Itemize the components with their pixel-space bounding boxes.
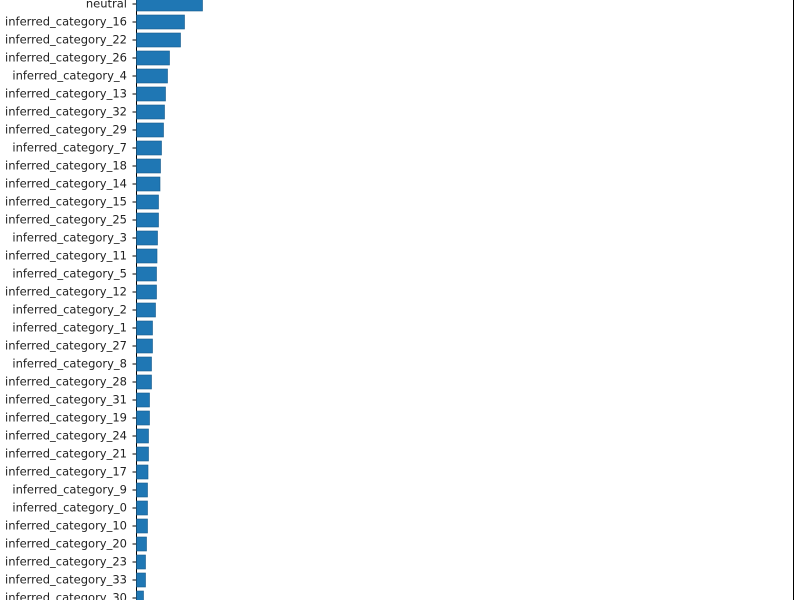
bar xyxy=(136,518,148,534)
y-tick-label: inferred_category_2 xyxy=(12,303,127,317)
y-tick-label: inferred_category_27 xyxy=(5,339,127,353)
bar xyxy=(136,230,158,246)
bar xyxy=(136,0,203,12)
y-tick-label: inferred_category_20 xyxy=(5,537,127,551)
bar xyxy=(136,194,159,210)
y-tick-label: inferred_category_11 xyxy=(5,249,127,263)
bar xyxy=(136,338,153,354)
bar xyxy=(136,572,146,588)
bar xyxy=(136,266,157,282)
y-tick-label: inferred_category_30 xyxy=(5,591,127,600)
bar xyxy=(136,536,147,552)
bar xyxy=(136,464,149,480)
y-tick-label: inferred_category_25 xyxy=(5,213,127,227)
y-tick-label: inferred_category_31 xyxy=(5,393,127,407)
y-tick-label: inferred_category_17 xyxy=(5,465,127,479)
bar xyxy=(136,14,185,30)
bar xyxy=(136,212,159,228)
bar xyxy=(136,500,148,516)
bar xyxy=(136,428,149,444)
bar xyxy=(136,374,152,390)
y-tick-label: inferred_category_32 xyxy=(5,105,127,119)
y-tick-label: inferred_category_13 xyxy=(5,87,127,101)
bar xyxy=(136,392,150,408)
y-tick-label: inferred_category_22 xyxy=(5,33,127,47)
bar xyxy=(136,446,149,462)
bar xyxy=(136,104,165,120)
y-tick-label: inferred_category_18 xyxy=(5,159,127,173)
y-tick-label: inferred_category_1 xyxy=(12,321,127,335)
y-tick-label: inferred_category_12 xyxy=(5,285,127,299)
bar xyxy=(136,554,146,570)
bar xyxy=(136,122,164,138)
bar xyxy=(136,590,144,600)
bar xyxy=(136,320,153,336)
y-tick-label: inferred_category_9 xyxy=(12,483,127,497)
bar xyxy=(136,68,168,84)
y-tick-label: inferred_category_19 xyxy=(5,411,127,425)
y-tick-label: inferred_category_8 xyxy=(12,357,127,371)
y-tick-label: inferred_category_14 xyxy=(5,177,127,191)
y-tick-label: inferred_category_7 xyxy=(12,141,127,155)
y-tick-label: inferred_category_23 xyxy=(5,555,127,569)
bar xyxy=(136,410,150,426)
bar xyxy=(136,302,156,318)
bar xyxy=(136,158,161,174)
y-tick-label: inferred_category_28 xyxy=(5,375,127,389)
y-tick-label: inferred_category_4 xyxy=(12,69,127,83)
y-tick-label: inferred_category_5 xyxy=(12,267,127,281)
y-tick-label: inferred_category_29 xyxy=(5,123,127,137)
bar xyxy=(136,356,152,372)
y-tick-label: inferred_category_16 xyxy=(5,15,127,29)
y-tick-label: inferred_category_0 xyxy=(12,501,127,515)
y-tick-label: inferred_category_3 xyxy=(12,231,127,245)
y-tick-label: inferred_category_26 xyxy=(5,51,127,65)
y-tick-label: inferred_category_10 xyxy=(5,519,127,533)
y-tick-label: inferred_category_15 xyxy=(5,195,127,209)
bar xyxy=(136,32,181,48)
bar xyxy=(136,284,157,300)
bar xyxy=(136,86,166,102)
y-tick-label: neutral xyxy=(86,0,127,11)
bar xyxy=(136,482,148,498)
bar xyxy=(136,176,161,192)
y-tick-label: inferred_category_33 xyxy=(5,573,127,587)
bar xyxy=(136,140,162,156)
y-tick-label: inferred_category_24 xyxy=(5,429,127,443)
bar xyxy=(136,50,170,66)
bar xyxy=(136,248,158,264)
y-tick-label: inferred_category_21 xyxy=(5,447,127,461)
